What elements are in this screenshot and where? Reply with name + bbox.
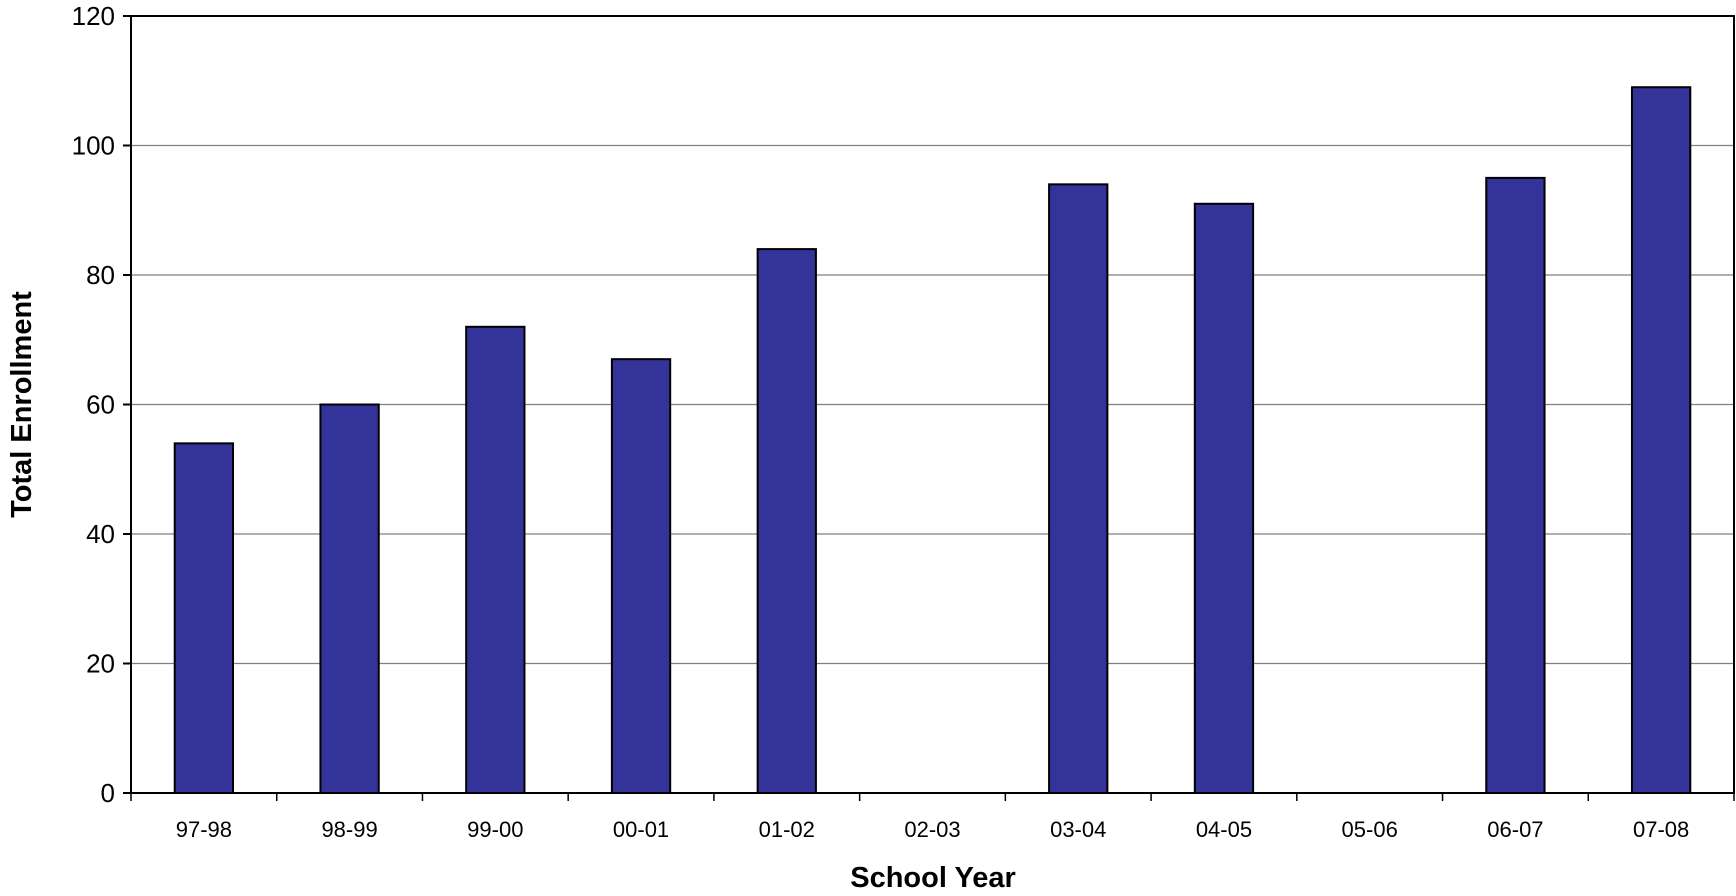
x-tick-label: 01-02 [759,817,815,842]
y-tick-label: 0 [101,778,115,808]
bar-01-02 [756,248,817,795]
bars [173,86,1692,795]
y-tick-label: 100 [72,131,115,161]
bar-04-05 [1193,202,1255,794]
bar-99-00 [465,325,526,794]
bar-00-01 [610,358,672,794]
x-tick-label: 00-01 [613,817,669,842]
y-tick-label: 40 [86,519,115,549]
x-tick-label: 07-08 [1633,817,1689,842]
y-tick-label: 80 [86,260,115,290]
x-tick-label: 06-07 [1487,817,1543,842]
x-tick-label: 02-03 [904,817,960,842]
x-tick-label: 98-99 [321,817,377,842]
x-axis-title: School Year [850,862,1016,894]
bar-03-04 [1048,183,1109,795]
x-tick-label: 97-98 [176,817,232,842]
x-tick-label: 05-06 [1342,817,1398,842]
y-tick-label: 120 [72,1,115,31]
x-tick-label: 04-05 [1196,817,1252,842]
bar-07-08 [1630,86,1692,795]
y-axis-ticks: 0 20 40 60 80 100 120 [72,1,131,808]
x-tick-label: 03-04 [1050,817,1106,842]
bar-97-98 [173,442,235,794]
bar-98-99 [319,403,380,794]
y-axis-title: Total Enrollment [6,291,38,518]
gridlines [131,144,1734,665]
bar-06-07 [1485,176,1546,794]
x-tick-label: 99-00 [467,817,523,842]
y-tick-label: 60 [86,390,115,420]
x-axis-ticks: 97-98 98-99 99-00 00-01 01-02 02-03 03-04 04-05… [130,793,1735,842]
y-tick-label: 20 [86,649,115,679]
